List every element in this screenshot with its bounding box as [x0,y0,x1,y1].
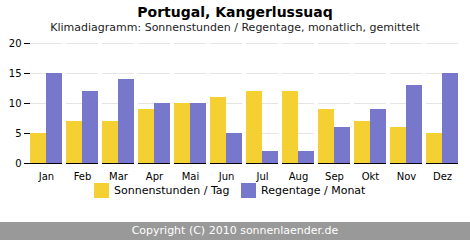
html-text:Regentage / Monat: Regentage / Monat [261,183,366,197]
svg-text:Mai: Mai [182,171,200,182]
svg-text:15: 15 [9,68,22,79]
html-text:Sonnenstunden / Tag: Sonnenstunden / Tag [114,183,230,197]
svg-text:10: 10 [9,98,22,109]
html-text:Copyright (C) 2010 sonnenlaend: Copyright (C) 2010 sonnenlaender.de [131,224,339,237]
svg-text:Feb: Feb [74,171,92,182]
svg-text:Mar: Mar [109,171,129,182]
html-text:Portugal, Kangerlussuaq: Portugal, Kangerlussuaq [137,4,333,20]
svg-text:Dez: Dez [433,171,452,182]
svg-text:Nov: Nov [397,171,417,182]
svg-text:Okt: Okt [362,171,380,182]
svg-text:Sep: Sep [325,171,344,182]
svg-text:Jun: Jun [218,171,235,182]
html-text:Klimadiagramm: Sonnenstunden /: Klimadiagramm: Sonnenstunden / Regentage… [50,21,420,34]
svg-text:5: 5 [15,128,21,139]
svg-text:0: 0 [15,158,21,169]
svg-text:Apr: Apr [146,171,164,182]
svg-text:20: 20 [9,38,22,49]
svg-text:Aug: Aug [289,171,309,182]
svg-text:Jul: Jul [255,171,268,182]
svg-text:Jan: Jan [38,171,54,182]
